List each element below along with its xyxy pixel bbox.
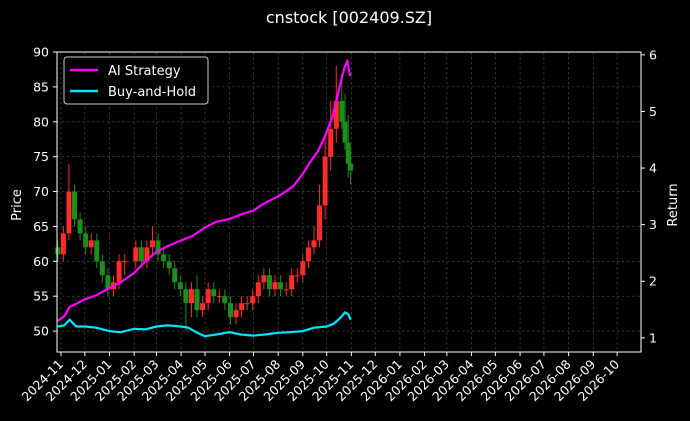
candle-body (149, 240, 155, 248)
candle-body (105, 275, 111, 290)
candle-body (261, 275, 267, 283)
buy-and-hold-line (57, 311, 352, 338)
legend-label-ai-strategy: AI Strategy (108, 64, 181, 79)
candle-body (116, 261, 122, 283)
y-tick-label: 65 (33, 219, 49, 234)
candle-body (55, 247, 61, 255)
candle-body (289, 275, 295, 290)
candle-body (342, 121, 348, 143)
candle-body (161, 254, 167, 262)
candle-body (205, 289, 211, 304)
candle-body (172, 268, 178, 283)
candle-body (311, 240, 317, 248)
candle-body (166, 261, 172, 269)
y2-tick-label: 2 (649, 274, 657, 289)
legend-label-buy-and-hold: Buy-and-Hold (108, 85, 196, 100)
y-axis-label: Price (10, 189, 25, 221)
candle-body (138, 247, 144, 262)
candle-body (133, 247, 139, 262)
price-candles (55, 65, 354, 332)
candle-body (239, 303, 245, 311)
candle-body (222, 296, 228, 304)
candle-body (122, 261, 128, 263)
candle-body (283, 289, 289, 291)
candle-body (194, 289, 200, 311)
candle-body (266, 275, 272, 290)
y2-tick-label: 3 (649, 217, 657, 232)
candle-body (200, 303, 206, 311)
candle-body (227, 303, 233, 318)
y2-axis-label: Return (666, 183, 681, 226)
candle-body (99, 261, 105, 276)
y2-tick-label: 5 (649, 104, 657, 119)
candle-body (294, 275, 300, 277)
candle-body (177, 282, 183, 290)
candle-body (233, 310, 239, 318)
y-tick-label: 90 (33, 45, 49, 60)
candle-body (300, 261, 306, 276)
candle-body (333, 100, 339, 129)
candle-body (317, 205, 323, 241)
legend-box (63, 56, 209, 105)
candle-body (328, 128, 334, 157)
y-tick-label: 80 (33, 114, 49, 129)
candle-body (348, 163, 354, 171)
candle-body (216, 296, 222, 298)
candle-body (188, 289, 194, 304)
candle-body (345, 142, 351, 164)
candle-body (144, 247, 150, 262)
y2-tick-label: 1 (649, 330, 657, 345)
y-tick-label: 70 (33, 184, 49, 199)
y-tick-label: 55 (33, 289, 49, 304)
y-tick-label: 60 (33, 254, 49, 269)
candle-body (60, 233, 66, 255)
chart-title: cnstock [002409.SZ] (266, 8, 432, 27)
candle-body (250, 296, 256, 304)
candle-body (244, 303, 250, 305)
ai-strategy-line (57, 59, 352, 322)
return-lines (57, 59, 352, 338)
candle-body (88, 240, 94, 248)
y-tick-label: 75 (33, 149, 49, 164)
candle-body (305, 247, 311, 262)
candle-body (278, 282, 284, 290)
candle-body (94, 240, 100, 262)
legend: AI Strategy Buy-and-Hold (63, 56, 209, 105)
candle-body (155, 240, 161, 255)
y2-tick-label: 4 (649, 161, 657, 176)
y2-tick-label: 6 (649, 47, 657, 62)
y-tick-label: 85 (33, 79, 49, 94)
candle-body (211, 289, 217, 297)
candle-body (66, 191, 72, 234)
candle-body (83, 233, 89, 248)
candle-body (72, 191, 78, 220)
candle-body (255, 282, 261, 297)
plot-frame (56, 51, 642, 353)
candle-body (77, 219, 83, 234)
candle-body (339, 100, 345, 122)
candle-body (322, 156, 328, 206)
candle-body (183, 289, 189, 304)
y-tick-label: 50 (33, 324, 49, 339)
candle-body (272, 282, 278, 290)
